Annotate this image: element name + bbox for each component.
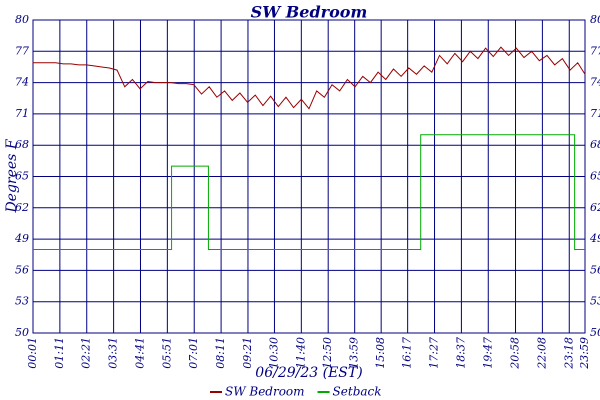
y-tick-label: 68 — [15, 138, 29, 151]
y-tick-label: 74 — [15, 76, 29, 89]
x-tick-label: 18:37 — [454, 337, 467, 369]
series-line — [33, 134, 585, 251]
x-tick-label: 22:08 — [535, 337, 548, 370]
x-tick-label: 19:47 — [481, 337, 494, 369]
y-tick-label: 56 — [15, 263, 29, 276]
y-tick-label-right: 77 — [590, 44, 600, 57]
x-tick-label: 15:08 — [374, 337, 387, 369]
y-tick-label-right: 80 — [590, 13, 600, 26]
y-tick-label: 80 — [15, 13, 29, 26]
y-tick-label-right: 56 — [590, 263, 600, 276]
x-tick-label: 17:27 — [428, 337, 441, 369]
y-tick-label-right: 65 — [590, 170, 600, 183]
y-tick-label-right: 74 — [590, 76, 600, 89]
x-tick-label: 11:40 — [294, 337, 307, 369]
x-tick-label: 07:01 — [187, 337, 200, 369]
x-tick-label: 23:18 — [562, 337, 575, 370]
y-tick-label-right: 53 — [590, 295, 600, 308]
legend-label: SW Bedroom — [225, 385, 305, 399]
series-line — [32, 46, 586, 110]
x-tick-label: 23:59 — [578, 337, 591, 370]
legend-label: Setback — [333, 385, 382, 399]
y-tick-label: 53 — [15, 295, 29, 308]
y-tick-label-right: 49 — [589, 232, 600, 245]
y-tick-label: 71 — [15, 107, 29, 120]
x-tick-label: 04:41 — [133, 337, 146, 369]
x-axis-label: 06/29/23 (EST) — [255, 365, 362, 381]
y-tick-label: 65 — [15, 170, 29, 183]
y-tick-label-right: 71 — [590, 107, 600, 120]
y-tick-label-right: 50 — [590, 326, 600, 339]
x-tick-label: 12:50 — [321, 337, 334, 369]
x-tick-label: 00:01 — [26, 337, 39, 369]
y-tick-label: 77 — [15, 44, 29, 57]
x-tick-label: 02:21 — [80, 337, 93, 369]
x-tick-label: 16:17 — [401, 337, 414, 369]
x-tick-label: 01:11 — [53, 337, 66, 369]
y-tick-label-right: 68 — [590, 138, 600, 151]
chart-title: SW Bedroom — [251, 3, 368, 22]
x-tick-label: 10:30 — [267, 337, 280, 369]
y-axis-label: Degrees F — [4, 138, 20, 213]
y-tick-label: 62 — [15, 201, 29, 214]
x-tick-label: 13:59 — [348, 337, 361, 369]
plot-border — [32, 19, 586, 334]
x-tick-label: 03:31 — [107, 337, 120, 369]
x-tick-label: 09:21 — [241, 337, 254, 369]
x-tick-label: 20:58 — [509, 337, 522, 370]
y-tick-label: 50 — [15, 326, 29, 339]
y-tick-label-right: 62 — [590, 201, 600, 214]
x-tick-label: 05:51 — [160, 337, 173, 369]
y-tick-label: 49 — [14, 232, 29, 245]
x-tick-label: 08:11 — [214, 337, 227, 369]
